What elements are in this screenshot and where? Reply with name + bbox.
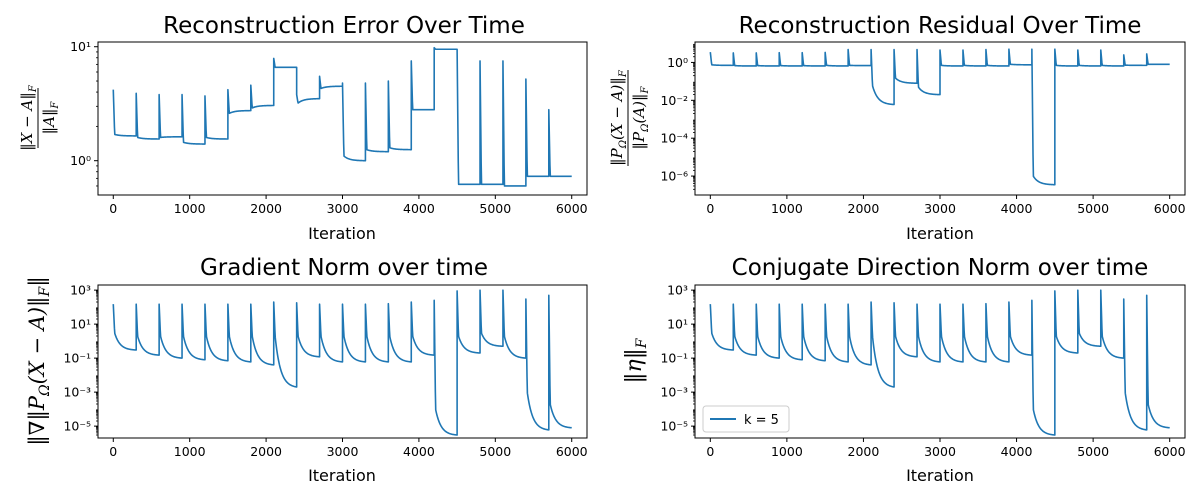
y-tick-label: 10⁰ [667, 55, 688, 70]
y-tick-label: 10³ [70, 283, 91, 298]
series-line [112, 289, 573, 436]
plot-area [112, 289, 573, 436]
x-tick-label: 3000 [327, 201, 359, 216]
series-line [709, 289, 1171, 436]
y-ticks-container: 10³ 10¹ 10⁻¹ 10⁻³ 10⁻⁵ [660, 283, 695, 436]
y-tick-label: 10¹ [70, 317, 91, 332]
y-tick-label: 10⁻¹ [660, 351, 688, 366]
x-tick-label: 6000 [1154, 444, 1186, 459]
x-tick-label: 1000 [771, 201, 803, 216]
x-tick-label: 0 [109, 444, 117, 459]
x-tick-label: 2000 [848, 201, 880, 216]
x-ticks-container: 0 1000 2000 3000 4000 5000 6000 [706, 195, 1186, 216]
y-tick-label: 10¹ [667, 317, 688, 332]
y-axis-label: ‖X − A‖F ‖A‖F [18, 84, 61, 151]
panel-reconstruction-error: Reconstruction Error Over Time 0 1000 2000… [18, 13, 588, 243]
x-tick-label: 0 [109, 201, 117, 216]
x-tick-label: 6000 [556, 444, 588, 459]
x-ticks-container: 0 1000 2000 3000 4000 5000 6000 [706, 438, 1186, 459]
x-tick-label: 4000 [1001, 444, 1033, 459]
svg-text:‖∇‖PΩ(X − A)‖F‖: ‖∇‖PΩ(X − A)‖F‖ [25, 276, 53, 446]
x-tick-label: 3000 [924, 444, 956, 459]
x-axis-label: Iteration [906, 224, 974, 243]
chart-title: Reconstruction Residual Over Time [739, 13, 1142, 39]
y-tick-label: 10⁻⁵ [63, 419, 91, 434]
y-tick-label: 10¹ [70, 39, 91, 54]
axes-frame [694, 284, 1186, 439]
y-tick-label: 10⁰ [70, 153, 91, 168]
x-tick-label: 1000 [174, 444, 206, 459]
x-tick-label: 6000 [556, 201, 588, 216]
x-tick-label: 3000 [327, 444, 359, 459]
svg-text:‖X − A‖F: ‖X − A‖F [18, 84, 39, 151]
axes-frame [97, 41, 588, 196]
chart-title: Conjugate Direction Norm over time [732, 255, 1149, 281]
y-axis-label: ‖∇‖PΩ(X − A)‖F‖ [25, 276, 53, 446]
x-axis-label: Iteration [308, 224, 376, 243]
plot-area [709, 48, 1171, 186]
x-tick-label: 2000 [250, 201, 282, 216]
x-tick-label: 3000 [924, 201, 956, 216]
y-tick-label: 10⁻⁶ [660, 169, 688, 184]
x-ticks-container: 0 1000 2000 3000 4000 5000 6000 [109, 438, 588, 459]
y-tick-label: 10⁻³ [660, 385, 688, 400]
x-tick-label: 4000 [403, 201, 435, 216]
x-tick-label: 4000 [403, 444, 435, 459]
x-axis-label: Iteration [308, 466, 376, 485]
axes-frame [97, 284, 588, 439]
y-tick-label: 10⁻⁴ [660, 131, 688, 146]
series-line [709, 48, 1171, 186]
y-ticks-container: 10³ 10¹ 10⁻¹ 10⁻³ 10⁻⁵ [63, 283, 98, 436]
x-tick-label: 1000 [174, 201, 206, 216]
svg-text:‖PΩ(A)‖F: ‖PΩ(A)‖F [630, 86, 651, 150]
x-tick-label: 5000 [479, 444, 511, 459]
legend-box [702, 405, 790, 433]
plot-area [112, 46, 573, 187]
legend: k = 5 [702, 405, 790, 433]
series-line [112, 46, 573, 187]
x-tick-label: 6000 [1154, 201, 1186, 216]
x-tick-label: 5000 [1077, 201, 1109, 216]
y-tick-label: 10⁻² [660, 93, 688, 108]
x-tick-label: 4000 [1001, 201, 1033, 216]
y-tick-label: 10⁻³ [63, 385, 91, 400]
x-tick-label: 5000 [479, 201, 511, 216]
x-axis-label: Iteration [906, 466, 974, 485]
axes-frame [694, 41, 1186, 196]
x-tick-label: 2000 [848, 444, 880, 459]
x-tick-label: 1000 [771, 444, 803, 459]
panel-gradient-norm: Gradient Norm over time 0 1000 2000 3000 400… [25, 255, 588, 485]
chart-title: Reconstruction Error Over Time [163, 13, 525, 39]
legend-entry: k = 5 [744, 413, 779, 428]
plot-area [709, 289, 1171, 436]
x-tick-label: 2000 [250, 444, 282, 459]
y-tick-label: 10⁻⁵ [660, 419, 688, 434]
y-tick-label: 10⁻¹ [63, 351, 91, 366]
x-ticks-container: 0 1000 2000 3000 4000 5000 6000 [109, 195, 588, 216]
x-tick-label: 5000 [1077, 444, 1109, 459]
chart-title: Gradient Norm over time [200, 255, 488, 281]
y-tick-label: 10³ [667, 283, 688, 298]
y-ticks-container: 10⁰ 10¹ [70, 39, 98, 187]
x-tick-label: 0 [706, 444, 714, 459]
svg-text:‖A‖F: ‖A‖F [40, 101, 61, 135]
x-tick-label: 0 [706, 201, 714, 216]
svg-text:‖PΩ(X − A)‖F: ‖PΩ(X − A)‖F [608, 69, 629, 166]
